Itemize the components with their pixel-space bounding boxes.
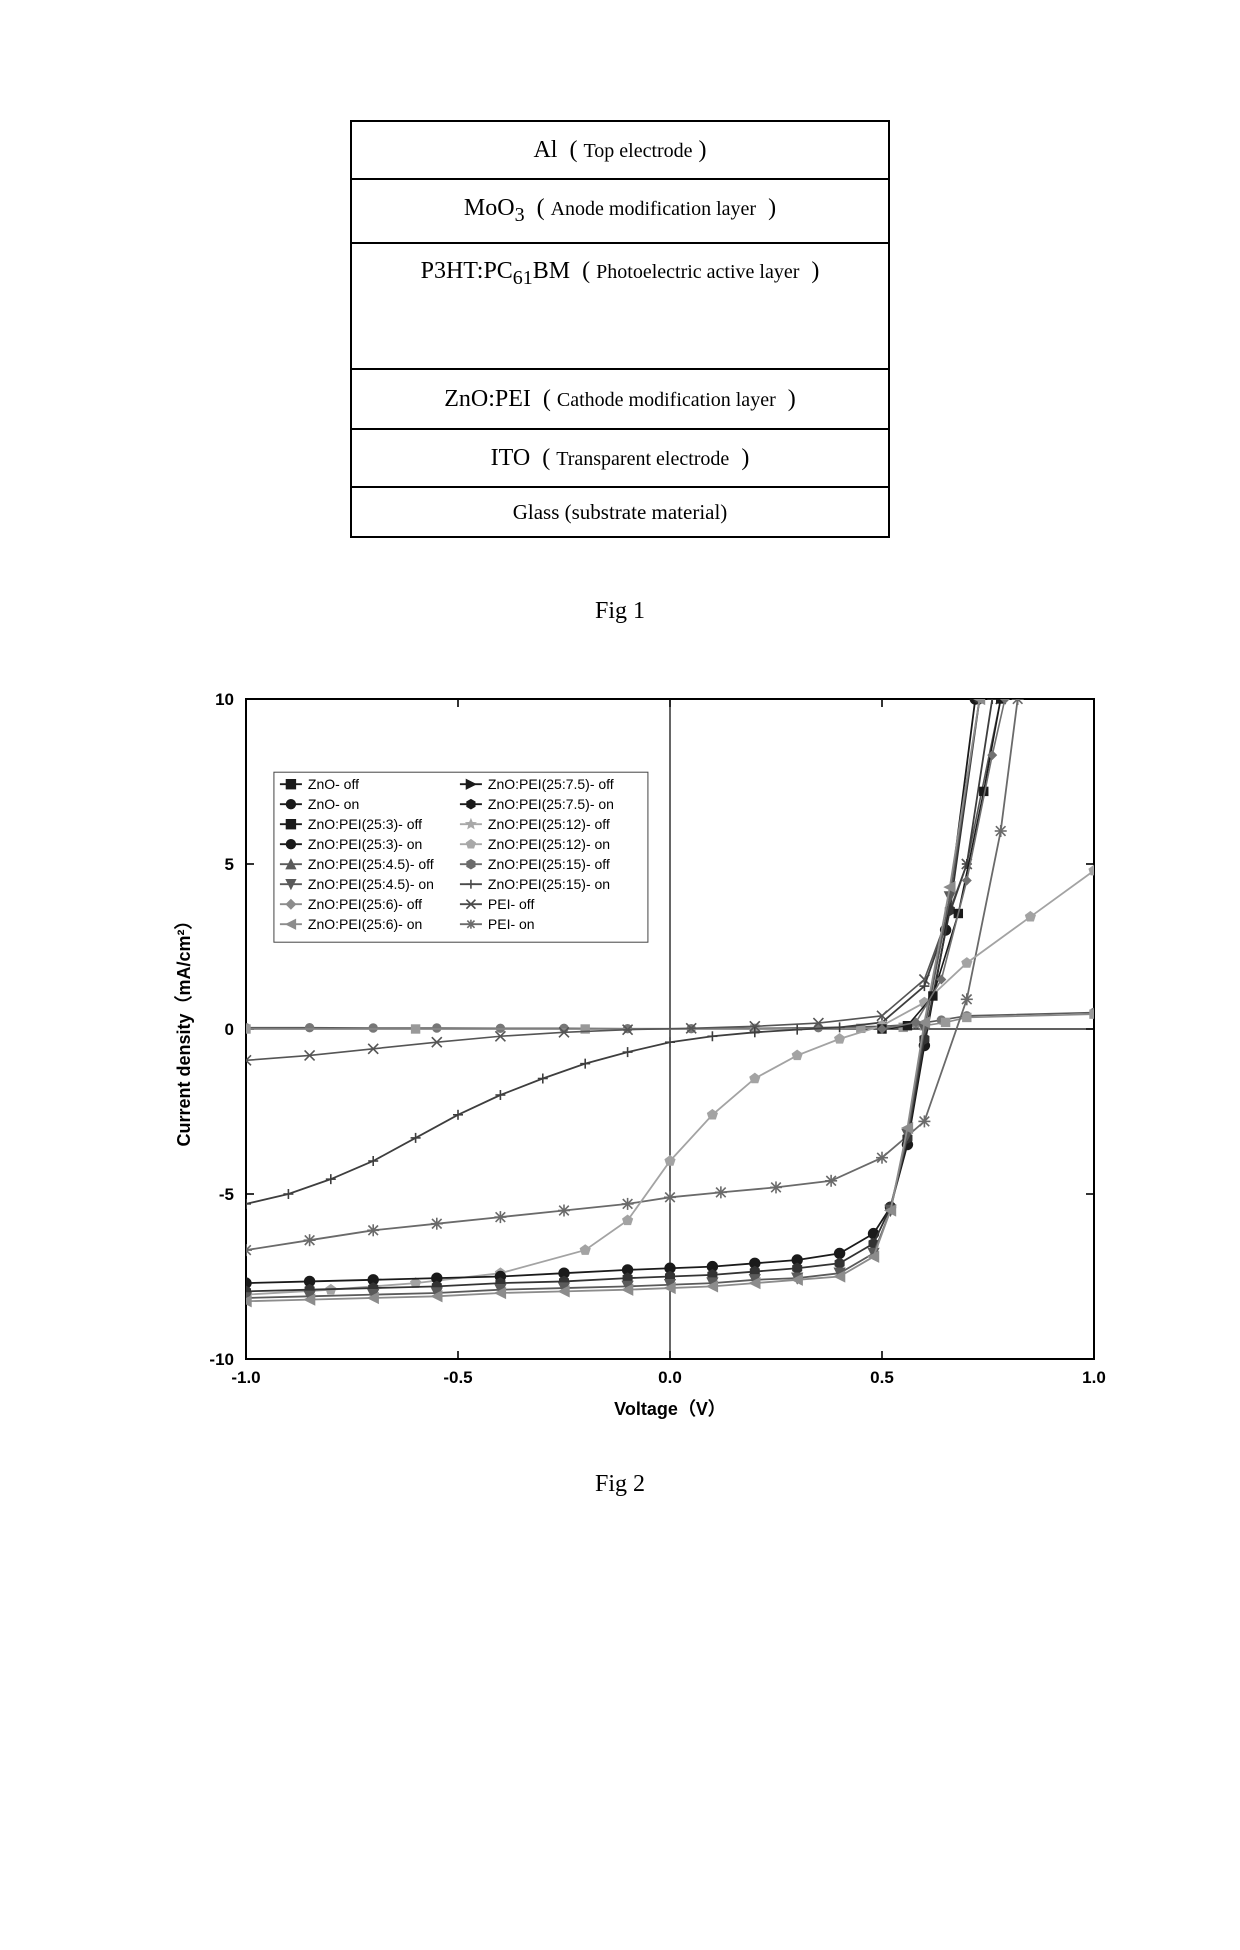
svg-text:0: 0 [225, 1020, 234, 1039]
svg-text:-5: -5 [219, 1185, 234, 1204]
svg-text:ZnO:PEI(25:15)- off: ZnO:PEI(25:15)- off [488, 856, 610, 872]
svg-text:ZnO:PEI(25:6)- on: ZnO:PEI(25:6)- on [308, 916, 422, 932]
device-layer: ZnO:PEI ( Cathode modification layer ) [352, 370, 888, 430]
device-layer: ITO ( Transparent electrode ) [352, 430, 888, 488]
fig1-caption: Fig 1 [160, 598, 1080, 625]
svg-text:PEI- off: PEI- off [488, 896, 535, 912]
svg-text:-1.0: -1.0 [231, 1368, 260, 1387]
svg-text:ZnO:PEI(25:12)- off: ZnO:PEI(25:12)- off [488, 816, 610, 832]
svg-text:ZnO- off: ZnO- off [308, 776, 359, 792]
svg-text:ZnO:PEI(25:12)- on: ZnO:PEI(25:12)- on [488, 836, 610, 852]
svg-text:Current density（mA/cm²）: Current density（mA/cm²） [174, 911, 194, 1146]
svg-text:-10: -10 [209, 1350, 234, 1369]
svg-text:ZnO:PEI(25:4.5)- off: ZnO:PEI(25:4.5)- off [308, 856, 434, 872]
fig2-caption: Fig 2 [160, 1471, 1080, 1498]
svg-text:ZnO:PEI(25:3)- on: ZnO:PEI(25:3)- on [308, 836, 422, 852]
svg-text:ZnO- on: ZnO- on [308, 796, 359, 812]
svg-text:PEI- on: PEI- on [488, 916, 535, 932]
svg-text:ZnO:PEI(25:7.5)- off: ZnO:PEI(25:7.5)- off [488, 776, 614, 792]
iv-chart-container: -1.0 -0.5 0.0 0.5 1.0 -10 -5 0 5 10 Voltage（V） Curr… [160, 685, 1116, 1435]
device-layer: MoO3 ( Anode modification layer ) [352, 180, 888, 244]
svg-text:5: 5 [225, 855, 234, 874]
svg-text:0.5: 0.5 [870, 1368, 894, 1387]
svg-text:ZnO:PEI(25:15)- on: ZnO:PEI(25:15)- on [488, 876, 610, 892]
svg-text:-0.5: -0.5 [443, 1368, 472, 1387]
device-layer: Al ( Top electrode ) [352, 122, 888, 180]
svg-text:ZnO:PEI(25:3)- off: ZnO:PEI(25:3)- off [308, 816, 422, 832]
svg-text:ZnO:PEI(25:4.5)- on: ZnO:PEI(25:4.5)- on [308, 876, 434, 892]
svg-text:ZnO:PEI(25:6)- off: ZnO:PEI(25:6)- off [308, 896, 422, 912]
svg-text:10: 10 [215, 690, 234, 709]
device-layer: P3HT:PC61BM ( Photoelectric active layer… [352, 244, 888, 370]
svg-text:Voltage（V）: Voltage（V） [614, 1399, 726, 1419]
svg-text:1.0: 1.0 [1082, 1368, 1106, 1387]
svg-text:ZnO:PEI(25:7.5)- on: ZnO:PEI(25:7.5)- on [488, 796, 614, 812]
device-layer: Glass (substrate material) [352, 488, 888, 536]
device-layer-stack: Al ( Top electrode )MoO3 ( Anode modific… [350, 120, 890, 538]
iv-chart: -1.0 -0.5 0.0 0.5 1.0 -10 -5 0 5 10 Voltage（V） Curr… [160, 685, 1116, 1435]
svg-text:0.0: 0.0 [658, 1368, 682, 1387]
